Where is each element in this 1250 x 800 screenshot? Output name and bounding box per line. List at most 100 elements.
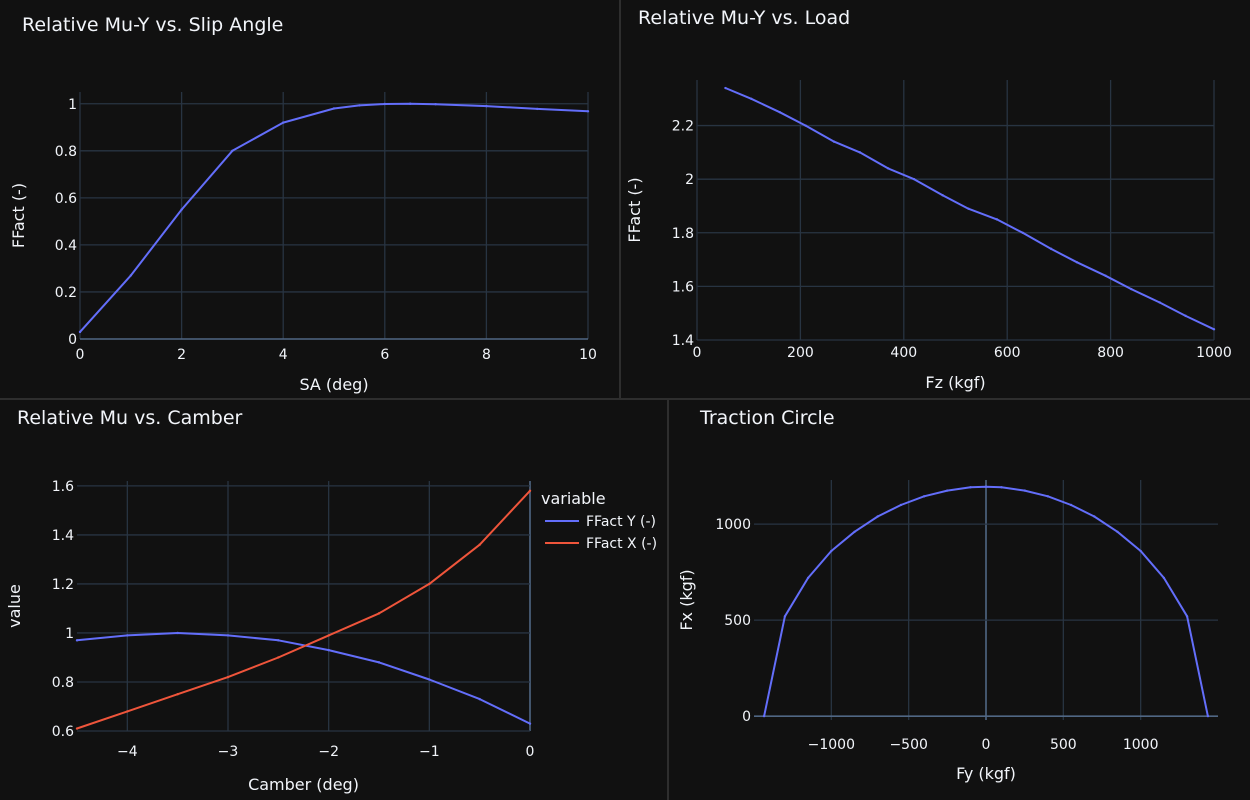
data-point[interactable] xyxy=(899,503,903,507)
data-point[interactable] xyxy=(176,631,179,635)
data-point[interactable] xyxy=(832,140,836,143)
data-point[interactable] xyxy=(528,489,532,493)
y-tick-label: 1.4 xyxy=(52,528,74,544)
data-point[interactable] xyxy=(180,208,183,211)
panel-divider-top xyxy=(619,0,621,399)
data-point[interactable] xyxy=(277,639,280,642)
data-point[interactable] xyxy=(528,722,532,725)
x-tick-label: 1000 xyxy=(1123,737,1159,753)
x-tick-label: 2 xyxy=(177,347,186,363)
data-point[interactable] xyxy=(1185,615,1189,618)
data-point[interactable] xyxy=(804,124,807,127)
data-point[interactable] xyxy=(762,714,766,718)
data-point[interactable] xyxy=(1206,714,1210,718)
data-point[interactable] xyxy=(946,489,949,492)
data-point[interactable] xyxy=(332,107,336,110)
y-tick-label: 1.8 xyxy=(672,226,694,242)
x-axis-title: Fy (kgf) xyxy=(956,764,1016,783)
data-point[interactable] xyxy=(428,678,431,681)
y-tick-label: 2 xyxy=(685,172,694,188)
data-point[interactable] xyxy=(984,485,988,488)
data-point[interactable] xyxy=(995,218,999,221)
data-point[interactable] xyxy=(434,103,437,106)
data-point[interactable] xyxy=(967,207,970,210)
series-line[interactable] xyxy=(725,87,1215,331)
data-point[interactable] xyxy=(428,582,431,586)
legend-item-label[interactable]: FFact Y (-) xyxy=(586,514,656,530)
data-point[interactable] xyxy=(830,549,833,553)
data-point[interactable] xyxy=(1075,261,1079,264)
panel-divider-horizontal xyxy=(0,398,1250,400)
data-point[interactable] xyxy=(1046,495,1050,498)
data-point[interactable] xyxy=(126,710,129,713)
x-tick-label: 600 xyxy=(994,345,1021,361)
x-tick-label: −4 xyxy=(117,744,138,760)
data-point[interactable] xyxy=(1130,287,1133,291)
data-point[interactable] xyxy=(922,495,926,498)
data-point[interactable] xyxy=(1023,489,1026,492)
chart-title: Traction Circle xyxy=(699,407,835,429)
data-point[interactable] xyxy=(1021,231,1024,234)
data-point[interactable] xyxy=(536,107,539,111)
data-point[interactable] xyxy=(226,634,230,637)
data-point[interactable] xyxy=(409,102,412,105)
data-point[interactable] xyxy=(876,515,879,518)
chart-svg: Relative Mu vs. Camber −4 −3 −2 −1 0 0.6 0.8 1 1.… xyxy=(5,407,657,794)
data-point[interactable] xyxy=(327,648,330,652)
data-point[interactable] xyxy=(1158,301,1161,304)
data-point[interactable] xyxy=(358,104,361,107)
y-tick-label: 0.6 xyxy=(55,191,77,207)
data-point[interactable] xyxy=(1104,274,1107,277)
data-point[interactable] xyxy=(126,634,129,637)
data-point[interactable] xyxy=(277,656,280,659)
data-point[interactable] xyxy=(327,634,330,637)
legend-title: variable xyxy=(541,489,606,508)
data-point[interactable] xyxy=(1139,549,1142,553)
data-point[interactable] xyxy=(1212,328,1216,331)
data-point[interactable] xyxy=(778,110,781,114)
data-point[interactable] xyxy=(858,151,862,154)
data-point[interactable] xyxy=(78,330,82,334)
data-point[interactable] xyxy=(282,121,285,124)
chart-title: Relative Mu vs. Camber xyxy=(17,407,243,429)
data-point[interactable] xyxy=(129,274,132,277)
data-point[interactable] xyxy=(231,149,234,153)
data-point[interactable] xyxy=(75,727,79,730)
data-point[interactable] xyxy=(887,167,890,170)
data-point[interactable] xyxy=(969,486,972,489)
data-point[interactable] xyxy=(1116,530,1119,534)
data-point[interactable] xyxy=(1049,247,1053,251)
data-point[interactable] xyxy=(226,675,230,679)
x-tick-label: 400 xyxy=(890,345,917,361)
data-point[interactable] xyxy=(1162,576,1166,580)
data-point[interactable] xyxy=(750,97,753,100)
x-tick-label: 8 xyxy=(482,347,491,363)
x-tick-label: 0 xyxy=(982,737,991,753)
data-point[interactable] xyxy=(783,615,787,618)
x-tick-label: 1000 xyxy=(1196,345,1232,361)
data-point[interactable] xyxy=(586,110,590,113)
data-point[interactable] xyxy=(1184,314,1187,318)
data-point[interactable] xyxy=(176,693,179,696)
data-point[interactable] xyxy=(1000,486,1003,489)
data-point[interactable] xyxy=(485,104,488,108)
series-line[interactable] xyxy=(79,102,589,333)
data-point[interactable] xyxy=(724,86,727,90)
data-point[interactable] xyxy=(377,612,381,615)
data-point[interactable] xyxy=(383,102,386,106)
series-line[interactable] xyxy=(76,632,531,725)
data-point[interactable] xyxy=(912,177,916,181)
data-point[interactable] xyxy=(853,530,856,534)
data-point[interactable] xyxy=(478,697,481,701)
series-line[interactable] xyxy=(76,490,531,730)
data-point[interactable] xyxy=(1069,503,1073,507)
y-tick-label: 0.8 xyxy=(52,675,74,691)
data-point[interactable] xyxy=(478,543,481,546)
data-point[interactable] xyxy=(806,576,810,580)
data-point[interactable] xyxy=(377,661,381,664)
y-tick-label: 1 xyxy=(65,626,74,642)
legend-item-label[interactable]: FFact X (-) xyxy=(586,536,657,552)
data-point[interactable] xyxy=(941,194,944,197)
data-point[interactable] xyxy=(1093,515,1096,518)
data-point[interactable] xyxy=(75,639,79,642)
